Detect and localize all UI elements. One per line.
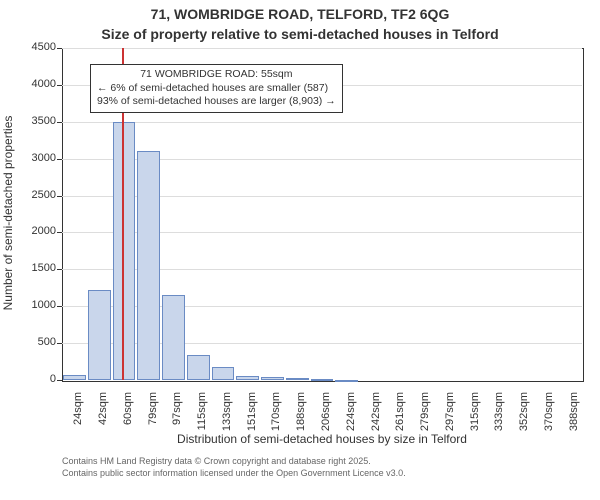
y-tick-label: 2500 (22, 189, 56, 201)
y-tick-label: 4000 (22, 78, 56, 90)
bar (162, 295, 185, 380)
bar (335, 380, 358, 382)
x-tick-label: 224sqm (345, 392, 357, 492)
x-tick-label: 261sqm (394, 392, 406, 492)
bar (137, 151, 160, 380)
bar (113, 122, 136, 380)
x-tick-label: 315sqm (469, 392, 481, 492)
bar (63, 375, 86, 380)
y-tick-label: 2000 (22, 225, 56, 237)
x-tick-label: 24sqm (72, 392, 84, 492)
x-tick-label: 151sqm (246, 392, 258, 492)
y-tick (57, 306, 62, 307)
y-tick (57, 159, 62, 160)
y-gridline (62, 122, 582, 123)
x-tick-label: 170sqm (270, 392, 282, 492)
x-tick-label: 42sqm (97, 392, 109, 492)
annotation-line1: 71 WOMBRIDGE ROAD: 55sqm (97, 68, 336, 82)
x-tick-label: 242sqm (370, 392, 382, 492)
chart-title-line2: Size of property relative to semi-detach… (0, 26, 600, 42)
y-tick (57, 380, 62, 381)
x-tick-label: 79sqm (147, 392, 159, 492)
annotation-box: 71 WOMBRIDGE ROAD: 55sqm ← 6% of semi-de… (90, 64, 343, 113)
bar (286, 378, 309, 380)
x-tick-label: 97sqm (171, 392, 183, 492)
y-tick (57, 85, 62, 86)
bar (88, 290, 111, 380)
y-tick-label: 3000 (22, 152, 56, 164)
x-tick-label: 133sqm (221, 392, 233, 492)
bar (261, 377, 284, 380)
bar (311, 379, 334, 381)
y-tick-label: 4500 (22, 41, 56, 53)
y-tick (57, 122, 62, 123)
y-tick (57, 269, 62, 270)
x-tick-label: 297sqm (444, 392, 456, 492)
y-gridline (62, 48, 582, 49)
annotation-line2: ← 6% of semi-detached houses are smaller… (97, 82, 336, 96)
y-tick-label: 500 (22, 336, 56, 348)
chart-container: 71, WOMBRIDGE ROAD, TELFORD, TF2 6QG Siz… (0, 0, 600, 500)
y-tick (57, 232, 62, 233)
x-tick-label: 115sqm (196, 392, 208, 492)
x-tick-label: 188sqm (295, 392, 307, 492)
bar (236, 376, 259, 380)
y-tick (57, 48, 62, 49)
x-tick-label: 333sqm (493, 392, 505, 492)
y-tick-label: 3500 (22, 115, 56, 127)
x-tick-label: 388sqm (568, 392, 580, 492)
x-tick-label: 279sqm (419, 392, 431, 492)
bar (212, 367, 235, 380)
annotation-line3: 93% of semi-detached houses are larger (… (97, 95, 336, 109)
y-tick (57, 196, 62, 197)
y-tick-label: 0 (22, 373, 56, 385)
y-tick-label: 1000 (22, 299, 56, 311)
bar (187, 355, 210, 380)
y-axis-label: Number of semi-detached properties (1, 47, 15, 379)
x-tick-label: 60sqm (122, 392, 134, 492)
x-tick-label: 370sqm (543, 392, 555, 492)
y-tick (57, 343, 62, 344)
y-tick-label: 1500 (22, 262, 56, 274)
chart-title-line1: 71, WOMBRIDGE ROAD, TELFORD, TF2 6QG (0, 6, 600, 22)
x-tick-label: 352sqm (518, 392, 530, 492)
x-tick-label: 206sqm (320, 392, 332, 492)
